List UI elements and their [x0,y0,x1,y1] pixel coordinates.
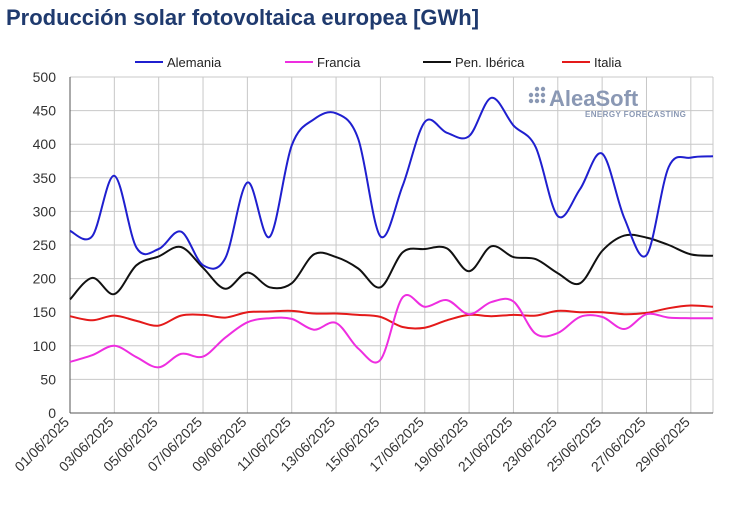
series-lines [69,96,714,369]
y-tick-label: 500 [33,69,57,85]
y-tick-label: 250 [33,237,57,253]
grid [69,76,714,414]
y-tick-label: 200 [33,271,57,287]
legend-label: Francia [317,55,361,70]
series-line-alemania [69,96,714,270]
y-tick-label: 0 [48,405,56,421]
logo-dot [540,92,546,98]
chart-title: Producción solar fotovoltaica europea [G… [6,5,480,30]
y-tick-label: 50 [40,371,56,387]
y-tick-label: 350 [33,170,57,186]
logo-dot [534,98,540,104]
logo-dot [540,86,546,92]
y-tick-label: 150 [33,304,57,320]
logo-tagline: ENERGY FORECASTING [585,110,686,119]
y-tick-label: 300 [33,203,57,219]
legend: Alemania Francia Pen. Ibérica Italia [135,55,622,70]
logo-dot [528,92,534,98]
y-axis-ticks: 0 50 100 150 200 250 300 350 400 450 500 [33,69,57,421]
legend-label: Alemania [167,55,222,70]
legend-label: Italia [594,55,622,70]
x-axis-ticks: 01/06/202503/06/202505/06/202507/06/2025… [11,414,693,475]
series-line-pen-ib-rica [69,233,714,301]
legend-label: Pen. Ibérica [455,55,525,70]
series-line-francia [69,294,714,369]
y-tick-label: 100 [33,338,57,354]
series-line-italia [69,304,714,330]
logo-dot [534,86,540,92]
logo-dot [534,92,540,98]
logo-dot [528,98,534,104]
y-tick-label: 400 [33,136,57,152]
logo-wordmark: AleaSoft [549,86,639,111]
y-tick-label: 450 [33,103,57,119]
logo-dot [540,98,546,104]
